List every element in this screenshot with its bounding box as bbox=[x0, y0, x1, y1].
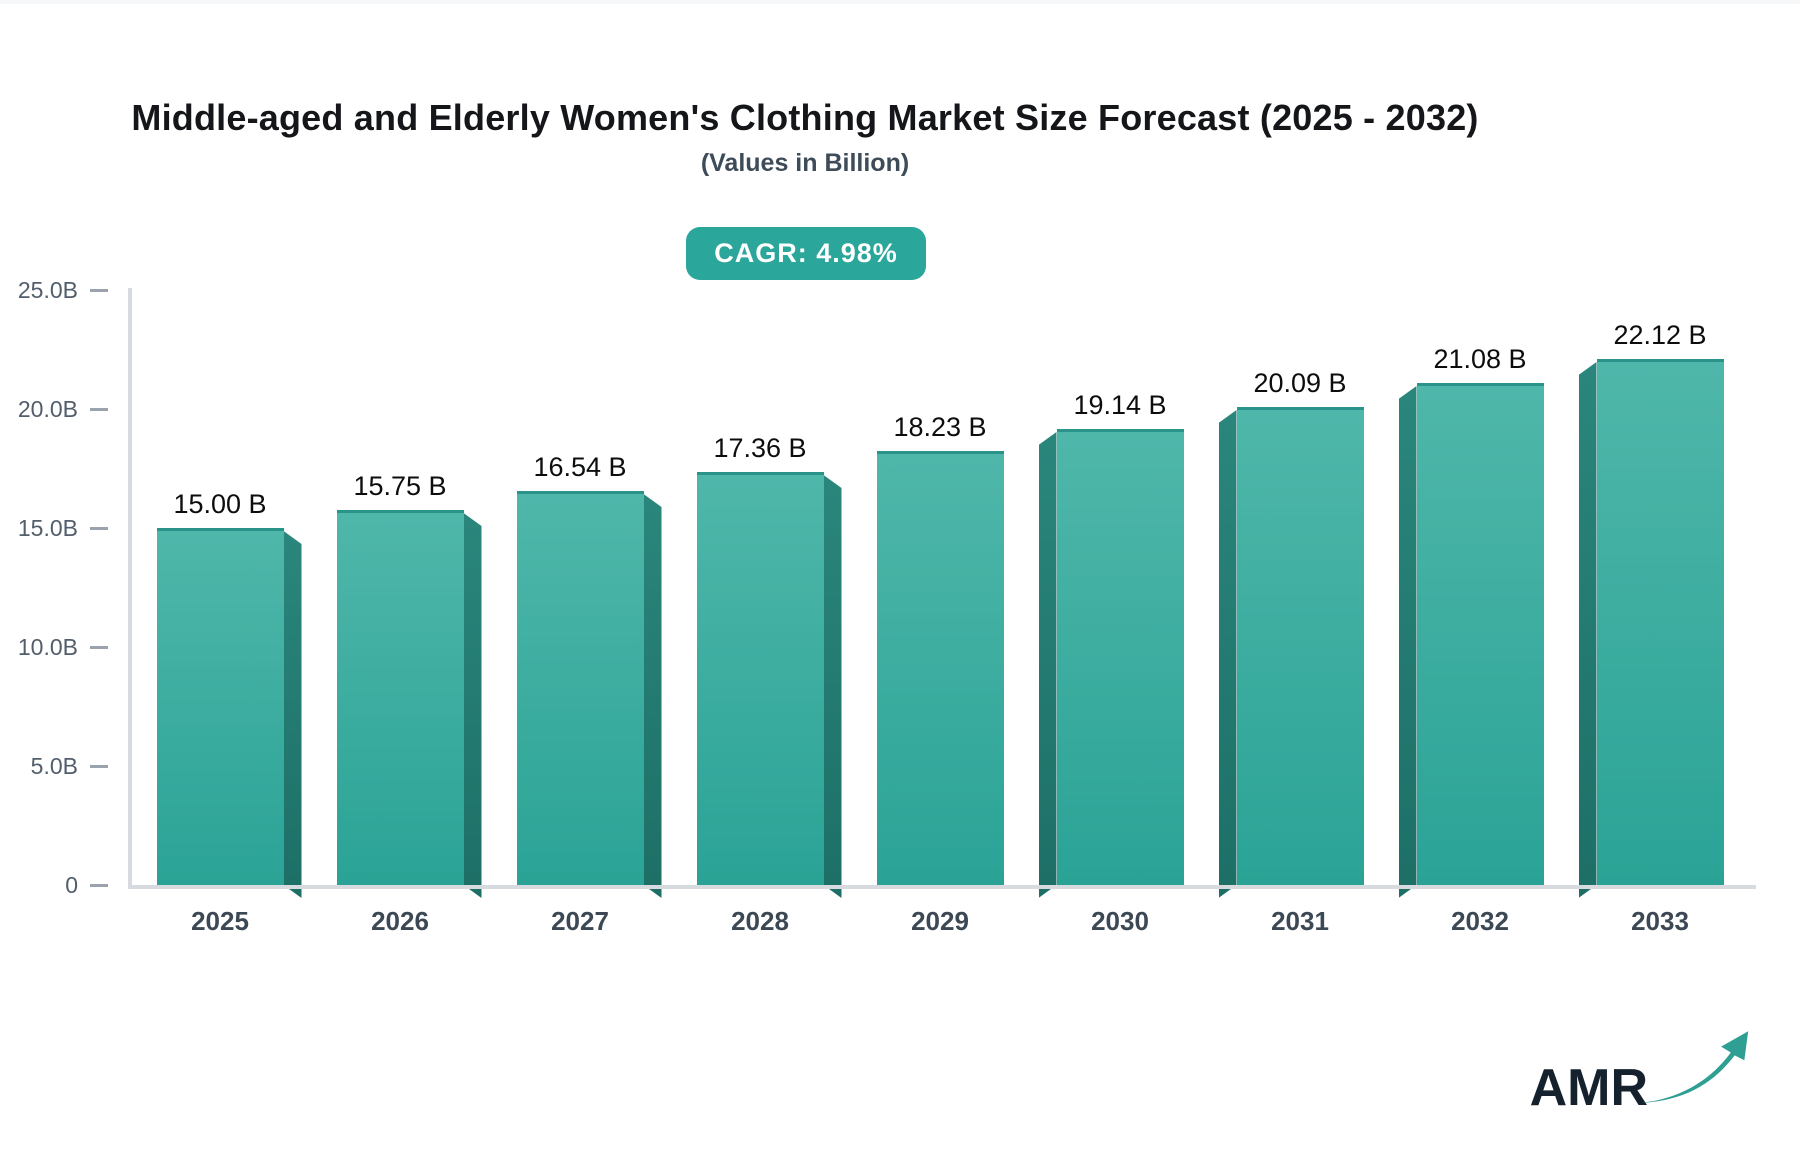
chart-title: Middle-aged and Elderly Women's Clothing… bbox=[131, 97, 1479, 138]
x-axis-label: 2031 bbox=[1271, 906, 1329, 936]
bar-value-label: 21.08 B bbox=[1433, 344, 1527, 374]
y-axis-tick-label: 25.0B bbox=[17, 277, 78, 303]
bar-value-label: 20.09 B bbox=[1253, 368, 1347, 398]
x-axis-label: 2028 bbox=[731, 906, 789, 936]
bar-2030[interactable]: 19.14 B bbox=[1057, 390, 1184, 885]
bar-slot: 21.08 B 2032 bbox=[1390, 290, 1570, 936]
y-axis-tick-label: 20.0B bbox=[17, 396, 78, 422]
y-axis-tick-label: 10.0B bbox=[17, 634, 78, 660]
amr-logo-text: AMR bbox=[1529, 1059, 1648, 1117]
bar-2027[interactable]: 16.54 B bbox=[516, 452, 644, 885]
x-axis-label: 2026 bbox=[371, 906, 429, 936]
x-axis-label: 2029 bbox=[911, 906, 969, 936]
bar-3d-side bbox=[644, 494, 662, 898]
bar-value-label: 16.54 B bbox=[533, 452, 627, 482]
bar-slot: 17.36 B 2028 bbox=[670, 290, 850, 936]
amr-logo: AMR bbox=[1530, 1025, 1754, 1114]
bar-slot: 22.12 B 2033 bbox=[1570, 290, 1750, 936]
y-axis-tick-label: 0 bbox=[65, 872, 78, 898]
y-axis: 25.0B 20.0B 15.0B 10.0B 5.0B 0 bbox=[0, 277, 110, 898]
bar-2028[interactable]: 17.36 B bbox=[696, 433, 824, 885]
trend-arrow-icon bbox=[1641, 1025, 1754, 1114]
tick-dash-icon bbox=[90, 289, 108, 292]
x-axis-label: 2032 bbox=[1451, 906, 1509, 936]
bar-slot: 15.00 B 2025 bbox=[130, 290, 310, 936]
bar-3d-side bbox=[1039, 432, 1057, 898]
y-axis-line bbox=[128, 288, 132, 889]
bar-3d-side bbox=[1219, 410, 1237, 898]
x-axis-label: 2030 bbox=[1091, 906, 1149, 936]
x-axis-baseline bbox=[128, 885, 1756, 889]
bar-3d-side bbox=[284, 531, 302, 898]
bar-3d-side bbox=[824, 475, 842, 898]
y-axis-tick-label: 15.0B bbox=[17, 515, 78, 541]
top-edge-strip bbox=[0, 0, 1800, 4]
bar-value-label: 15.00 B bbox=[173, 489, 267, 519]
x-axis-label: 2027 bbox=[551, 906, 609, 936]
bar-2032[interactable]: 21.08 B bbox=[1417, 344, 1544, 885]
bar-2031[interactable]: 20.09 B bbox=[1237, 368, 1364, 885]
bar-value-label: 18.23 B bbox=[893, 412, 987, 442]
bar-slot: 19.14 B 2030 bbox=[1030, 290, 1210, 936]
plot-area: 15.00 B 2025 15.75 B 2026 16.54 B 2027 17.36 B… bbox=[130, 290, 1750, 936]
bar-2026[interactable]: 15.75 B bbox=[336, 471, 464, 885]
tick-dash-icon bbox=[90, 527, 108, 530]
tick-dash-icon bbox=[90, 884, 108, 887]
bar-slot: 18.23 B 2029 bbox=[850, 290, 1030, 936]
bar-slot: 20.09 B 2031 bbox=[1210, 290, 1390, 936]
tick-dash-icon bbox=[90, 408, 108, 411]
chart-subtitle: (Values in Billion) bbox=[700, 149, 910, 177]
bar-slot: 15.75 B 2026 bbox=[310, 290, 490, 936]
bar-value-label: 15.75 B bbox=[353, 471, 447, 501]
bar-value-label: 17.36 B bbox=[713, 433, 807, 463]
bar-3d-side bbox=[464, 513, 482, 898]
x-axis-label: 2033 bbox=[1631, 906, 1689, 936]
y-axis-tick-label: 5.0B bbox=[30, 753, 78, 779]
bar-3d-side bbox=[1399, 386, 1417, 898]
bar-3d-side bbox=[1579, 362, 1597, 898]
bar-slot: 16.54 B 2027 bbox=[490, 290, 670, 936]
bar-value-label: 22.12 B bbox=[1613, 320, 1707, 350]
bar-2029[interactable]: 18.23 B bbox=[876, 412, 1004, 885]
bar-value-label: 19.14 B bbox=[1073, 390, 1167, 420]
bar-2033[interactable]: 22.12 B bbox=[1597, 320, 1724, 885]
tick-dash-icon bbox=[90, 646, 108, 649]
tick-dash-icon bbox=[90, 765, 108, 768]
bar-2025[interactable]: 15.00 B bbox=[156, 489, 284, 885]
x-axis-label: 2025 bbox=[191, 906, 249, 936]
cagr-badge: CAGR: 4.98% bbox=[686, 227, 926, 280]
